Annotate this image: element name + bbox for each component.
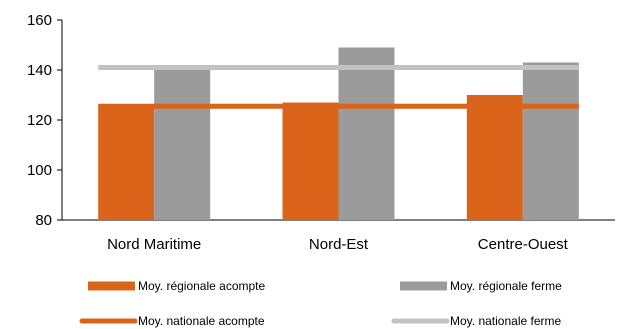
y-tick-label: 160 xyxy=(27,12,52,29)
legend-label: Moy. nationale ferme xyxy=(450,314,561,328)
legend-label: Moy. régionale acompte xyxy=(138,279,266,293)
bar xyxy=(338,47,395,220)
y-tick-label: 100 xyxy=(27,162,52,179)
legend-label: Moy. régionale ferme xyxy=(450,279,562,293)
y-tick-label: 80 xyxy=(35,212,52,229)
bar xyxy=(98,107,155,220)
legend-item: Moy. nationale ferme xyxy=(391,314,561,328)
x-category-label: Centre-Ouest xyxy=(478,236,569,253)
legend-item: Moy. régionale acompte xyxy=(88,279,266,293)
y-tick-label: 140 xyxy=(27,62,52,79)
legend: Moy. régionale acompte Moy. régionale fer… xyxy=(79,279,562,328)
bar xyxy=(466,95,523,220)
reference-lines xyxy=(98,65,579,109)
y-tick-label: 120 xyxy=(27,112,52,129)
legend-item: Moy. régionale ferme xyxy=(400,279,562,293)
bar xyxy=(282,102,339,220)
bars xyxy=(98,47,579,220)
x-category-label: Nord Maritime xyxy=(107,236,201,253)
legend-label: Moy. nationale acompte xyxy=(138,314,265,328)
x-category-label: Nord-Est xyxy=(309,236,369,253)
bar xyxy=(154,70,211,220)
legend-item: Moy. nationale acompte xyxy=(79,314,265,328)
legend-swatch xyxy=(88,281,135,291)
legend-swatch xyxy=(400,281,447,291)
bar xyxy=(522,62,579,220)
